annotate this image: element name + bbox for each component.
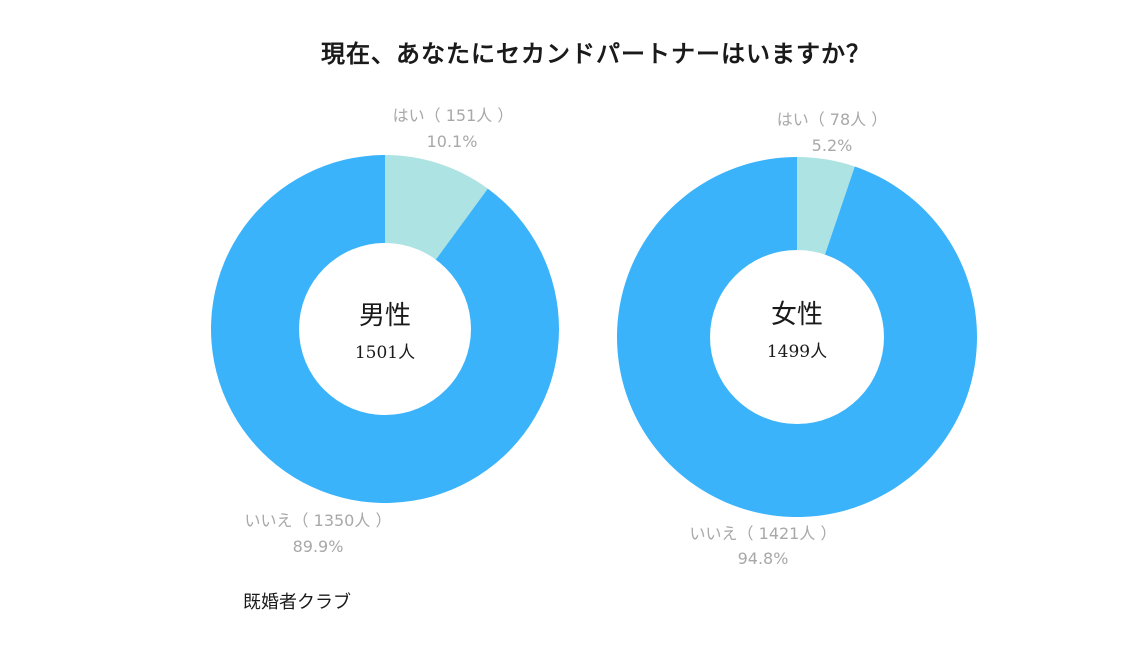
center-label-male: 男性 [359,301,411,331]
center-total-female: 1499人 [767,342,827,362]
slice-label-female-yes: はい（ 78人 ） [777,110,888,129]
slice-percent-male-yes: 10.1% [427,132,478,151]
donut-male: 男性 1501人 はい（ 151人 ） 10.1% いいえ（ 1350人 ） 8… [210,106,559,556]
slice-label-female-no: いいえ（ 1421人 ） [690,524,837,543]
chart-title: 現在、あなたにセカンドパートナーはいますか？ [321,39,871,68]
center-total-male: 1501人 [355,343,415,363]
slice-male-no [210,155,559,503]
slice-percent-male-no: 89.9% [293,537,344,556]
slice-percent-female-yes: 5.2% [812,136,853,155]
slice-percent-female-no: 94.8% [738,549,789,568]
center-label-female: 女性 [771,300,823,330]
slice-label-male-no: いいえ（ 1350人 ） [245,511,392,530]
donut-female: 女性 1499人 はい（ 78人 ） 5.2% いいえ（ 1421人 ） 94.… [617,110,978,568]
donut-hole-male [299,243,471,415]
source-label: 既婚者クラブ [243,592,351,613]
donut-hole-female [710,250,884,424]
slice-female-no [617,157,978,517]
slice-label-male-yes: はい（ 151人 ） [393,106,514,125]
